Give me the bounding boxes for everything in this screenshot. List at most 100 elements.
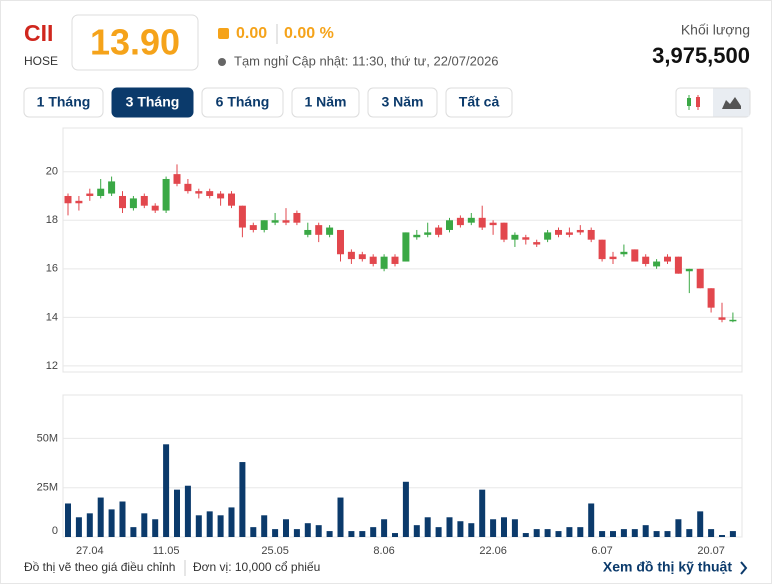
volume-bar (522, 533, 529, 537)
candle-body (598, 239, 606, 260)
candle-body (424, 232, 432, 235)
volume-bar (610, 531, 616, 537)
candle-body (489, 222, 497, 226)
volume-bar (261, 515, 268, 537)
volume-bar (108, 509, 115, 537)
change-pct: 0.00 % (284, 25, 334, 42)
volume-bar (381, 519, 388, 537)
volume-tick-label: 50M (37, 432, 58, 444)
volume-bar (544, 529, 551, 537)
volume-bar (239, 462, 246, 537)
candle-body (467, 217, 475, 223)
x-tick-label: 20.07 (697, 545, 725, 557)
volume-bar (119, 501, 126, 537)
candle-body (642, 256, 650, 264)
candle-body (576, 229, 584, 233)
volume-bar (228, 507, 235, 537)
candle-body (358, 254, 366, 260)
volume-bar (304, 523, 311, 537)
candle-body (685, 268, 693, 272)
volume-bar (217, 515, 224, 537)
volume-bar (511, 519, 518, 537)
volume-bar (501, 517, 507, 537)
icon (696, 97, 700, 107)
y-tick-label: 16 (46, 263, 58, 275)
volume-bar (272, 529, 279, 537)
x-tick-label: 27.04 (76, 545, 104, 557)
y-tick-label: 20 (46, 166, 58, 178)
status: Tạm nghỉ (234, 53, 288, 68)
candle-body (402, 232, 410, 262)
candle-body (391, 256, 399, 264)
volume-tick-label: 0 (52, 525, 58, 537)
footer-note: Đồ thị vẽ theo giá điều chỉnh (24, 560, 175, 574)
volume-bar (141, 513, 148, 537)
candle-body (664, 256, 671, 262)
volume-bar (348, 531, 355, 537)
candle-body (173, 174, 181, 184)
candle-body (729, 319, 737, 322)
symbol: CII (24, 20, 53, 46)
candle-body (140, 195, 148, 206)
range-tab[interactable] (201, 87, 284, 118)
candle-body (674, 256, 682, 274)
candle-body (653, 261, 661, 267)
candle-body (456, 217, 464, 226)
x-tick-label: 25.05 (261, 545, 289, 557)
candle-body (249, 225, 257, 230)
volume-bar (435, 527, 442, 537)
volume-bar (97, 497, 104, 537)
candle-body (631, 249, 639, 262)
candle-body (609, 256, 617, 260)
candle-body (108, 181, 116, 194)
candle-body (413, 234, 421, 238)
technical-link[interactable]: Xem đồ thị kỹ thuật (603, 559, 732, 575)
volume-bar (206, 511, 213, 537)
range-tab[interactable] (291, 87, 360, 118)
candle-body (369, 256, 377, 264)
candle-body (511, 234, 519, 240)
candle-body (500, 222, 508, 240)
candle-body (522, 237, 530, 240)
icon (687, 98, 691, 106)
range-tab[interactable] (23, 87, 104, 118)
volume-bar (468, 523, 475, 537)
range-tab-label: 6 Tháng (216, 94, 270, 110)
volume-bar (65, 503, 71, 537)
price: 13.90 (90, 22, 180, 63)
volume-bar (446, 517, 453, 537)
range-tab-label: Tất cả (459, 94, 500, 110)
candle-body (64, 195, 72, 204)
volume-total: 3,975,500 (652, 43, 750, 68)
candle-body (97, 188, 105, 196)
range-tab[interactable] (367, 87, 438, 118)
volume-bar (370, 527, 377, 537)
volume-bar (413, 525, 420, 537)
candle-body (162, 178, 170, 211)
x-tick-label: 8.06 (373, 545, 394, 557)
volume-bar (326, 531, 333, 537)
x-tick-label: 22.06 (479, 545, 507, 557)
range-tab-label: 3 Năm (381, 94, 423, 110)
range-tab[interactable] (111, 87, 194, 118)
candle-body (707, 288, 715, 308)
candle-body (587, 229, 595, 240)
volume-bar (697, 511, 704, 537)
candle-body (119, 195, 126, 209)
status-dot (218, 58, 226, 66)
candle-body (260, 220, 268, 230)
volume-bar (620, 529, 627, 537)
x-tick-label: 6.07 (591, 545, 612, 557)
volume-bar (719, 535, 725, 537)
volume-bar (152, 519, 159, 537)
candle-body (435, 227, 443, 235)
volume-bar (402, 481, 409, 537)
candle-body (544, 232, 552, 240)
candle-body (718, 317, 726, 320)
candle-body (238, 205, 246, 228)
volume-bar (424, 517, 431, 537)
change-icon (218, 28, 229, 39)
volume-bar (729, 531, 736, 537)
range-tab[interactable] (445, 87, 513, 118)
volume-bar (686, 529, 693, 537)
